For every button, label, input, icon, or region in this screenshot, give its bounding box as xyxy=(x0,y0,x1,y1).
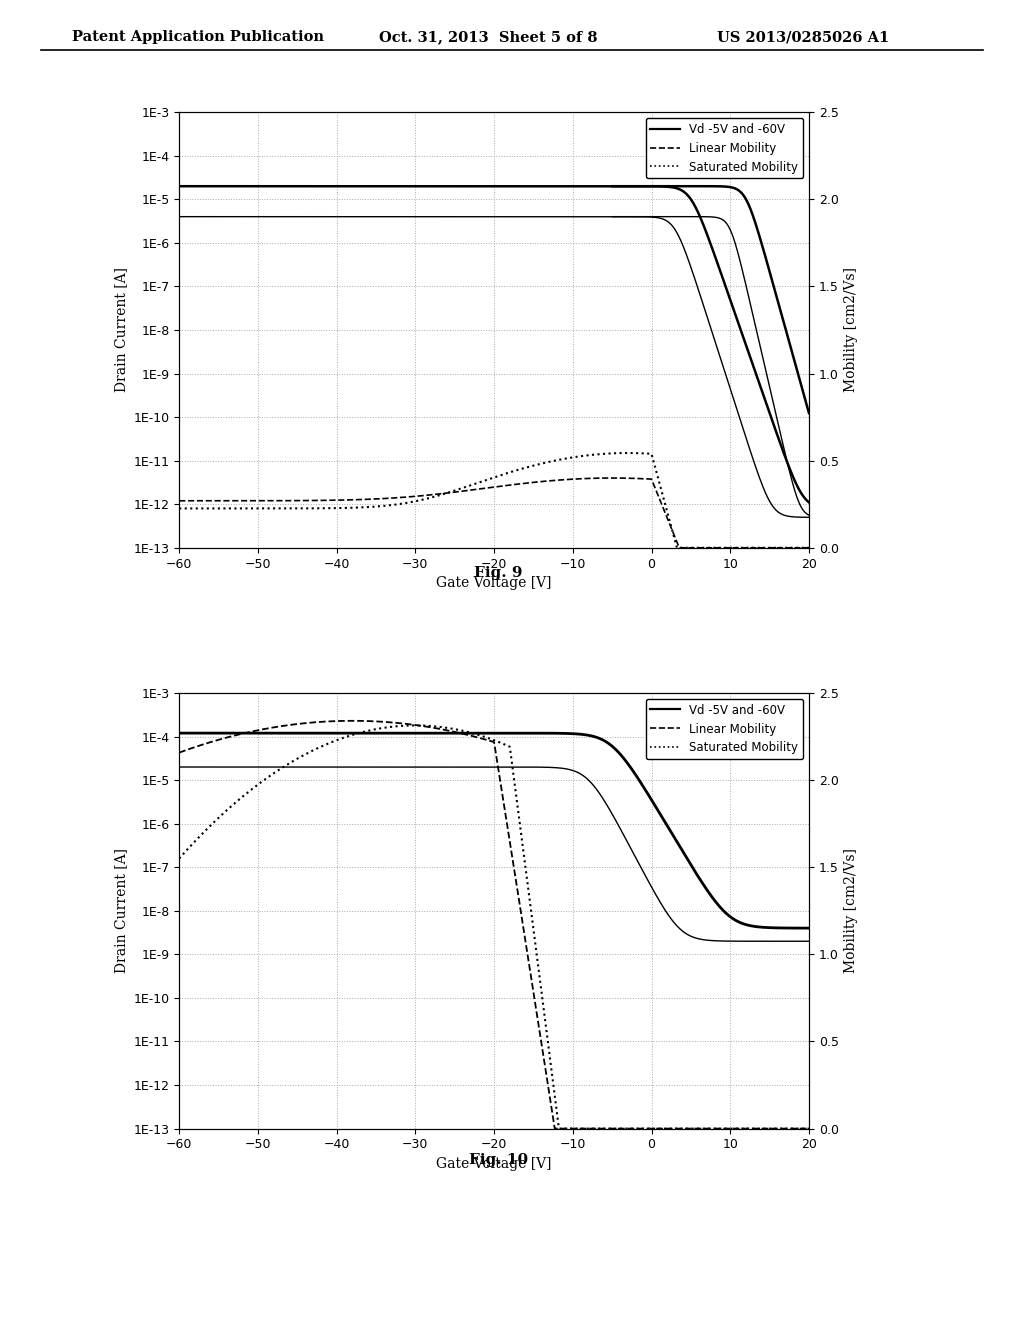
Text: Patent Application Publication: Patent Application Publication xyxy=(72,30,324,45)
Text: Oct. 31, 2013  Sheet 5 of 8: Oct. 31, 2013 Sheet 5 of 8 xyxy=(379,30,597,45)
Y-axis label: Drain Current [A]: Drain Current [A] xyxy=(114,849,128,973)
Legend: Vd -5V and -60V, Linear Mobility, Saturated Mobility: Vd -5V and -60V, Linear Mobility, Satura… xyxy=(646,117,803,178)
Y-axis label: Drain Current [A]: Drain Current [A] xyxy=(114,268,128,392)
X-axis label: Gate Voltage [V]: Gate Voltage [V] xyxy=(436,1156,552,1171)
Text: US 2013/0285026 A1: US 2013/0285026 A1 xyxy=(717,30,889,45)
Legend: Vd -5V and -60V, Linear Mobility, Saturated Mobility: Vd -5V and -60V, Linear Mobility, Satura… xyxy=(646,698,803,759)
Y-axis label: Mobility [cm2/Vs]: Mobility [cm2/Vs] xyxy=(844,849,858,973)
Text: Fig. 9: Fig. 9 xyxy=(474,566,523,579)
X-axis label: Gate Voltage [V]: Gate Voltage [V] xyxy=(436,576,552,590)
Y-axis label: Mobility [cm2/Vs]: Mobility [cm2/Vs] xyxy=(844,268,858,392)
Text: Fig. 10: Fig. 10 xyxy=(469,1154,528,1167)
